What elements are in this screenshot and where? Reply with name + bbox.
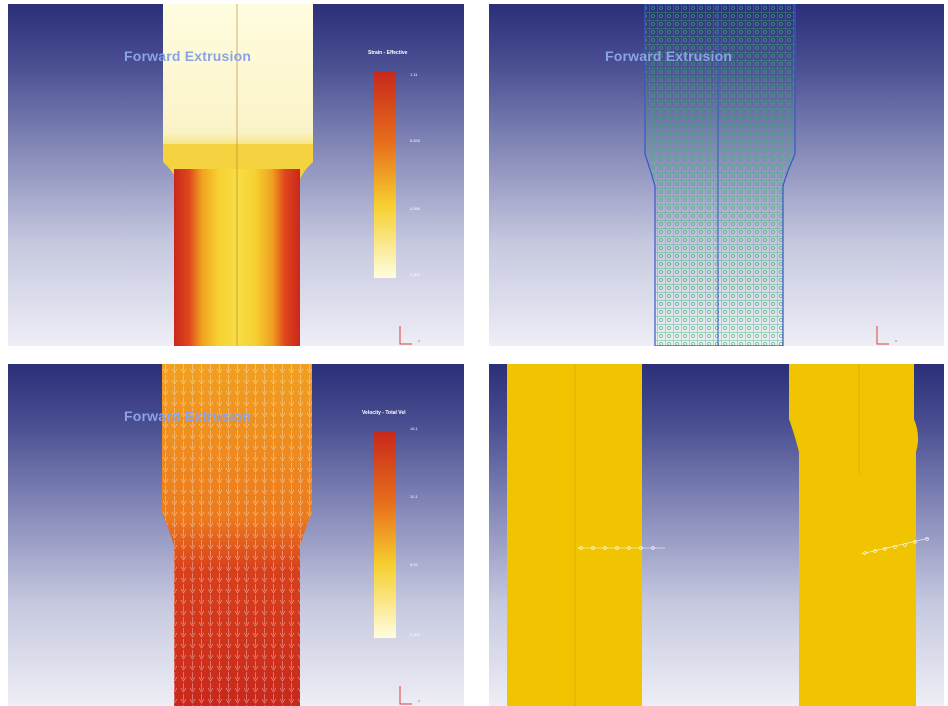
- axis-label: x: [895, 338, 897, 343]
- workpiece-mesh: [644, 4, 796, 346]
- mesh-panel: Forward Extrusion x: [489, 4, 944, 346]
- legend-tick-max: 1.11: [410, 72, 418, 77]
- legend-tick-2: 0.833: [410, 138, 421, 143]
- legend-tick-min: 0.000: [410, 272, 421, 277]
- legend-tick-max: 16.1: [410, 426, 418, 431]
- legend-bar: [374, 72, 396, 278]
- die-plot: [507, 364, 930, 706]
- legend-tick-min: 0.000: [410, 632, 421, 637]
- mesh-plot: [644, 4, 889, 346]
- left-tracking-points: [577, 546, 665, 550]
- legend-tick-3: 5.03: [410, 562, 418, 567]
- legend-title: Strain - Effective: [368, 50, 408, 56]
- panel-title: Forward Extrusion: [605, 48, 733, 64]
- right-billet: [789, 364, 919, 706]
- strain-plot: [163, 4, 412, 346]
- die-panel: [489, 364, 944, 706]
- left-billet: [507, 364, 642, 706]
- legend-tick-2: 10.1: [410, 494, 418, 499]
- panel-title: Forward Extrusion: [124, 48, 252, 64]
- velocity-panel: Forward Extrusion Velocity - Total Vel 1…: [8, 364, 464, 706]
- right-tracking-points: [860, 537, 930, 555]
- axis-glyph: [399, 686, 412, 705]
- legend-tick-3: 0.555: [410, 206, 421, 211]
- velocity-plot: [162, 364, 412, 706]
- billet-upper: [163, 4, 313, 154]
- legend-bar: [374, 432, 396, 638]
- axis-glyph: [399, 326, 412, 345]
- axis-label: x: [418, 698, 420, 703]
- legend-title: Velocity - Total Vel: [362, 410, 406, 416]
- strain-panel: Forward Extrusion Strain - Effective 1.1…: [8, 4, 464, 346]
- velocity-arrows: [162, 364, 312, 706]
- axis-label: x: [418, 338, 420, 343]
- panel-title: Forward Extrusion: [124, 408, 252, 424]
- axis-glyph: [876, 326, 889, 345]
